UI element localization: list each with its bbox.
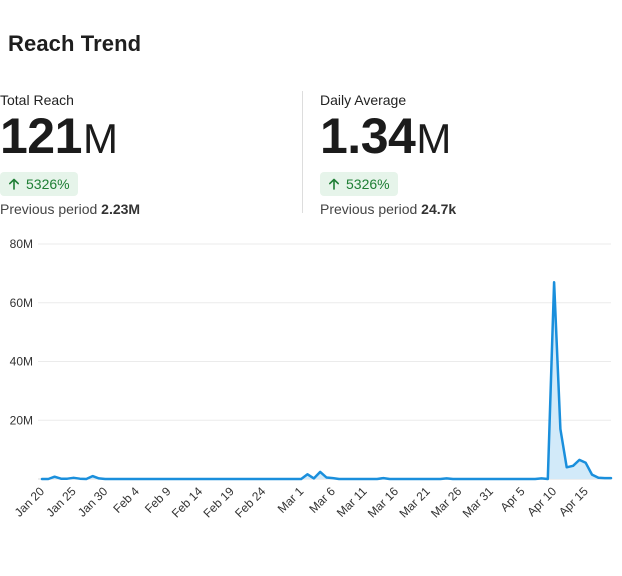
total-reach-previous-label: Previous period xyxy=(0,201,98,217)
x-tick-label: Feb 19 xyxy=(200,484,237,521)
daily-average-previous: Previous period 24.7k xyxy=(320,201,610,217)
x-tick-label: Mar 26 xyxy=(428,484,465,521)
x-tick-label: Apr 5 xyxy=(497,484,527,514)
total-reach-value: 121 xyxy=(0,108,82,164)
x-tick-label: Mar 11 xyxy=(334,484,370,520)
daily-average-previous-label: Previous period xyxy=(320,201,418,217)
daily-average-card: Daily Average 1.34M 5326% Previous perio… xyxy=(320,92,610,217)
x-tick-label: Apr 10 xyxy=(524,484,559,519)
daily-average-value-wrap: 1.34M xyxy=(320,110,610,162)
daily-average-unit: M xyxy=(416,115,452,162)
x-tick-label: Jan 25 xyxy=(43,484,79,520)
x-tick-label: Apr 15 xyxy=(556,484,591,519)
total-reach-card: Total Reach 121M 5326% Previous period 2… xyxy=(0,92,290,217)
total-reach-label: Total Reach xyxy=(0,92,74,108)
x-tick-label: Feb 14 xyxy=(169,484,206,521)
total-reach-previous-value: 2.23M xyxy=(101,201,141,217)
x-tick-label: Mar 21 xyxy=(396,484,433,521)
x-tick-label: Jan 20 xyxy=(12,484,48,520)
series-area xyxy=(42,282,611,479)
total-reach-value-wrap: 121M xyxy=(0,110,290,162)
daily-average-value: 1.34 xyxy=(320,108,416,164)
x-tick-label: Feb 4 xyxy=(110,484,142,516)
series-line xyxy=(40,280,613,481)
total-reach-unit: M xyxy=(82,115,118,162)
daily-average-change: 5326% xyxy=(346,176,390,192)
x-tick-label: Mar 16 xyxy=(365,484,402,521)
x-tick-label: Jan 30 xyxy=(75,484,111,520)
x-tick-label: Mar 1 xyxy=(275,484,307,516)
daily-average-change-badge: 5326% xyxy=(320,172,398,196)
y-tick-label: 60M xyxy=(10,296,33,310)
x-tick-label: Mar 31 xyxy=(460,484,497,521)
total-reach-change-badge: 5326% xyxy=(0,172,78,196)
x-tick-label: Mar 6 xyxy=(306,484,338,516)
arrow-up-icon xyxy=(9,178,19,190)
arrow-up-icon xyxy=(329,178,339,190)
page-title: Reach Trend xyxy=(8,31,142,56)
metric-divider xyxy=(302,91,303,213)
daily-average-label: Daily Average xyxy=(320,92,407,108)
total-reach-previous: Previous period 2.23M xyxy=(0,201,290,217)
x-tick-label: Feb 24 xyxy=(232,484,269,521)
y-tick-label: 40M xyxy=(10,355,33,369)
y-tick-label: 80M xyxy=(10,237,33,251)
total-reach-change: 5326% xyxy=(26,176,70,192)
y-tick-label: 20M xyxy=(10,413,33,427)
daily-average-previous-value: 24.7k xyxy=(421,201,457,217)
